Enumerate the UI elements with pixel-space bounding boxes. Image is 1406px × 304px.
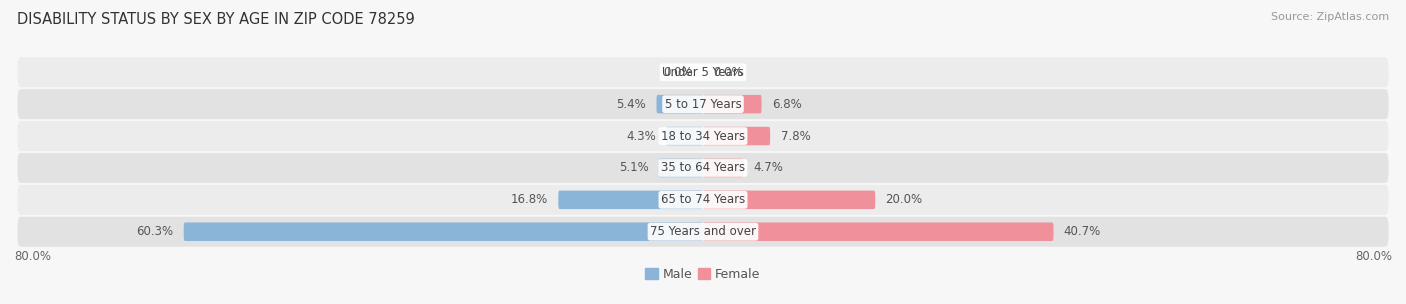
FancyBboxPatch shape <box>17 57 1389 87</box>
Text: 75 Years and over: 75 Years and over <box>650 225 756 238</box>
Text: Source: ZipAtlas.com: Source: ZipAtlas.com <box>1271 12 1389 22</box>
FancyBboxPatch shape <box>17 217 1389 247</box>
Text: DISABILITY STATUS BY SEX BY AGE IN ZIP CODE 78259: DISABILITY STATUS BY SEX BY AGE IN ZIP C… <box>17 12 415 27</box>
FancyBboxPatch shape <box>659 159 703 177</box>
FancyBboxPatch shape <box>703 127 770 145</box>
Text: 80.0%: 80.0% <box>14 250 51 263</box>
FancyBboxPatch shape <box>703 159 744 177</box>
Text: 65 to 74 Years: 65 to 74 Years <box>661 193 745 206</box>
FancyBboxPatch shape <box>17 185 1389 215</box>
Text: 40.7%: 40.7% <box>1064 225 1101 238</box>
FancyBboxPatch shape <box>666 127 703 145</box>
Text: 4.3%: 4.3% <box>626 130 655 143</box>
FancyBboxPatch shape <box>657 95 703 113</box>
Text: 60.3%: 60.3% <box>136 225 173 238</box>
Text: 5 to 17 Years: 5 to 17 Years <box>665 98 741 111</box>
Text: 20.0%: 20.0% <box>886 193 922 206</box>
Text: Under 5 Years: Under 5 Years <box>662 66 744 79</box>
Text: 5.1%: 5.1% <box>619 161 648 174</box>
Text: 0.0%: 0.0% <box>664 66 693 79</box>
FancyBboxPatch shape <box>184 223 703 241</box>
FancyBboxPatch shape <box>703 223 1053 241</box>
Text: 16.8%: 16.8% <box>510 193 548 206</box>
FancyBboxPatch shape <box>17 153 1389 183</box>
Text: 7.8%: 7.8% <box>780 130 810 143</box>
FancyBboxPatch shape <box>17 89 1389 119</box>
Text: 5.4%: 5.4% <box>616 98 647 111</box>
FancyBboxPatch shape <box>558 191 703 209</box>
Text: 35 to 64 Years: 35 to 64 Years <box>661 161 745 174</box>
Text: 4.7%: 4.7% <box>754 161 783 174</box>
Text: 0.0%: 0.0% <box>713 66 742 79</box>
FancyBboxPatch shape <box>703 95 762 113</box>
Text: 6.8%: 6.8% <box>772 98 801 111</box>
Text: 18 to 34 Years: 18 to 34 Years <box>661 130 745 143</box>
FancyBboxPatch shape <box>17 121 1389 151</box>
Text: 80.0%: 80.0% <box>1355 250 1392 263</box>
FancyBboxPatch shape <box>703 191 875 209</box>
Legend: Male, Female: Male, Female <box>641 263 765 286</box>
